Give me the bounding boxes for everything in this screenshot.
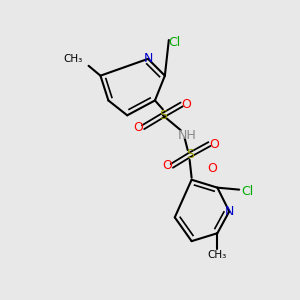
Text: O: O (208, 162, 218, 175)
Text: S: S (186, 148, 194, 161)
Text: NH: NH (177, 129, 196, 142)
Text: O: O (209, 138, 219, 151)
Text: Cl: Cl (241, 185, 253, 198)
Text: S: S (159, 109, 167, 122)
Text: N: N (143, 52, 153, 65)
Text: O: O (182, 98, 192, 111)
Text: N: N (225, 205, 234, 218)
Text: O: O (162, 159, 172, 172)
Text: CH₃: CH₃ (63, 54, 82, 64)
Text: CH₃: CH₃ (208, 250, 227, 260)
Text: O: O (133, 121, 143, 134)
Text: Cl: Cl (169, 37, 181, 50)
